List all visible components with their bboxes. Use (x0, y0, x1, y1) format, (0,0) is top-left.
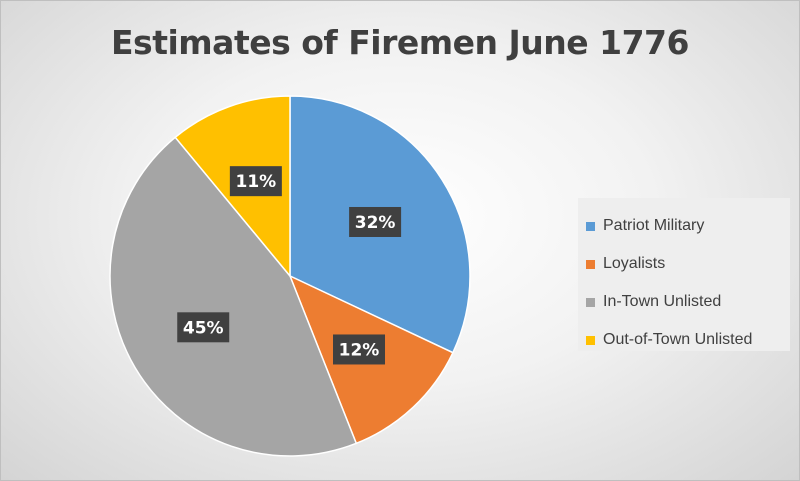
data-label-in-town-unlisted: 45% (183, 318, 224, 338)
legend-swatch (586, 335, 595, 345)
legend-item-patriot-military: Patriot Military (586, 207, 790, 245)
data-label-out-of-town-unlisted: 11% (236, 172, 277, 192)
legend-label: Loyalists (603, 255, 666, 272)
data-label-patriot-military: 32% (355, 213, 396, 233)
chart-title: Estimates of Firemen June 1776 (111, 23, 689, 62)
data-label-background (333, 334, 386, 365)
data-label-loyalists: 12% (339, 340, 380, 360)
legend-item-out-of-town-unlisted: Out-of-Town Unlisted (586, 321, 790, 359)
data-label-background (229, 166, 282, 197)
pie-slice-in-town-unlisted (109, 136, 358, 457)
legend-item-loyalists: Loyalists (586, 245, 790, 283)
data-label-background (177, 312, 230, 343)
legend-swatch (586, 259, 595, 269)
legend: Patriot Military Loyalists In-Town Unliste… (578, 198, 790, 351)
legend-label: In-Town Unlisted (603, 293, 722, 310)
legend-label: Out-of-Town Unlisted (603, 331, 753, 348)
legend-item-in-town-unlisted: In-Town Unlisted (586, 283, 790, 321)
legend-label: Patriot Military (603, 217, 705, 234)
data-label-background (349, 206, 402, 237)
legend-swatch (586, 221, 595, 231)
legend-swatch (586, 297, 595, 307)
